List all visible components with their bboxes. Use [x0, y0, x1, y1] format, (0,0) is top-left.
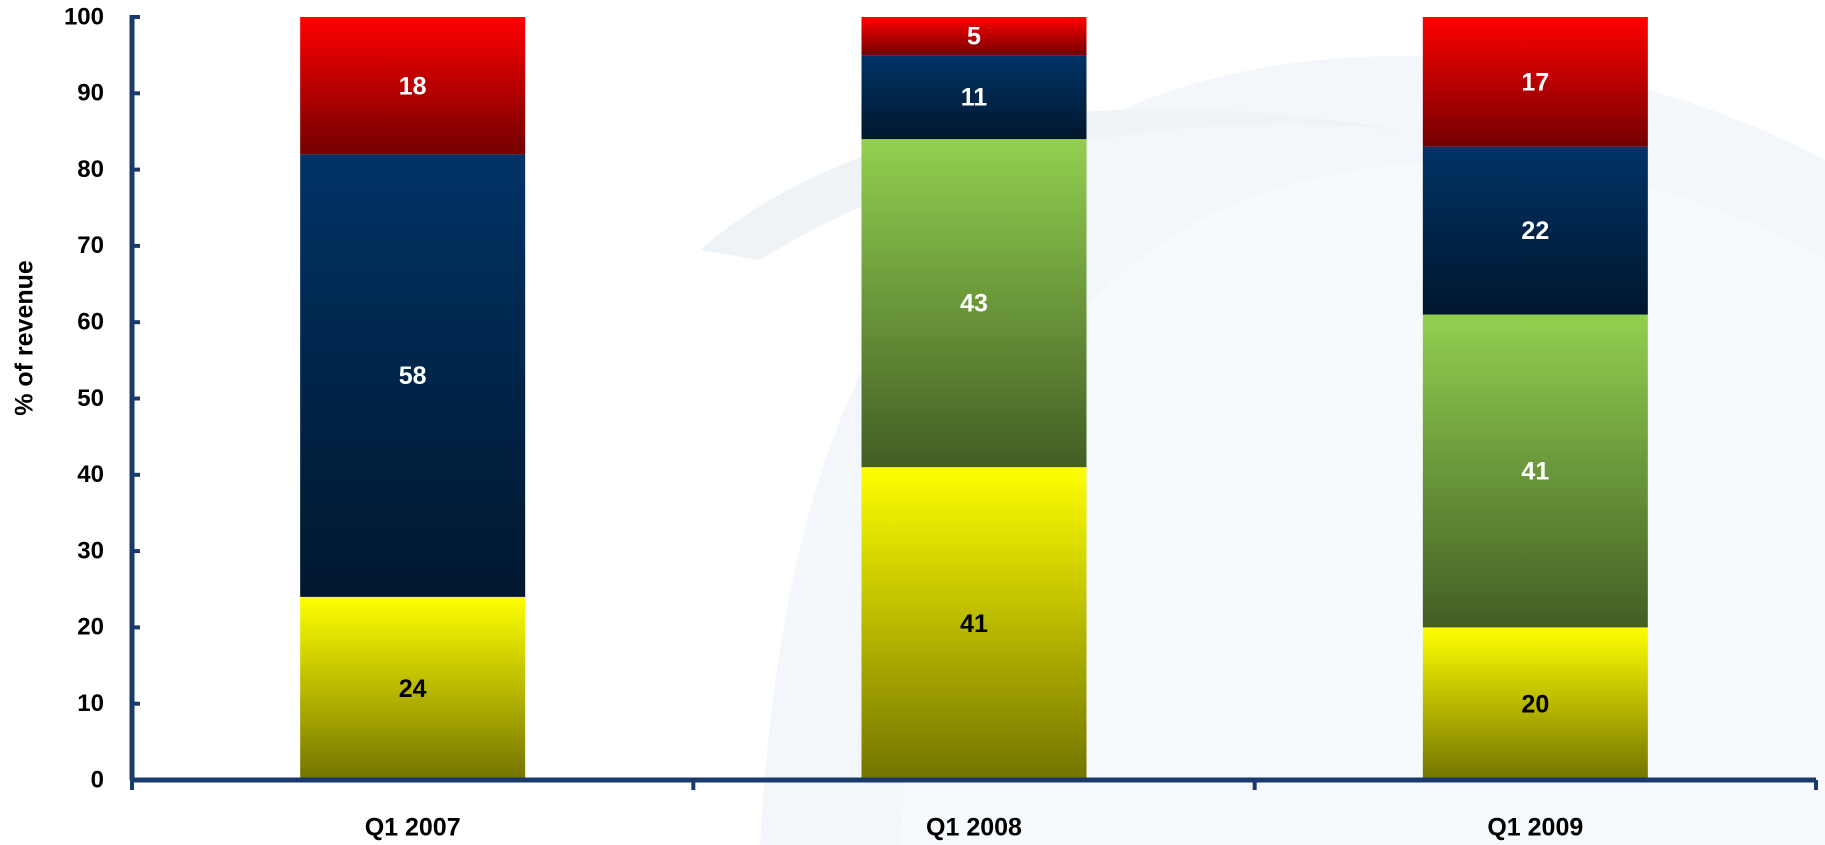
value-label: 41: [1521, 458, 1549, 486]
x-tick-label: Q1 2007: [365, 814, 461, 842]
bar-segment: [300, 17, 526, 155]
bar-segment: [861, 467, 1087, 780]
value-label: 11: [961, 84, 988, 112]
value-label: 5: [967, 23, 981, 51]
bar-segment: [300, 596, 526, 780]
y-tick-label: 90: [77, 80, 104, 107]
y-tick-label: 0: [91, 766, 104, 793]
x-tick-label: Q1 2008: [926, 814, 1022, 842]
value-label: 24: [399, 675, 427, 703]
y-tick-label: 70: [77, 232, 104, 259]
value-label: 41: [960, 610, 988, 638]
y-axis-title: % of revenue: [11, 260, 39, 416]
bar-segment: [861, 55, 1087, 140]
y-tick-label: 40: [77, 461, 104, 488]
value-label: 20: [1521, 690, 1549, 718]
y-tick-label: 100: [64, 3, 104, 30]
x-tick-label: Q1 2009: [1487, 814, 1583, 842]
y-tick-label: 60: [77, 309, 104, 336]
value-label: 18: [399, 72, 427, 100]
value-label: 17: [1521, 68, 1549, 96]
bar-segment: [861, 139, 1087, 468]
bar-segment: [1422, 146, 1648, 315]
bar-segment: [1422, 314, 1648, 628]
bar-segment: [1422, 17, 1648, 147]
value-label: 58: [399, 362, 427, 390]
bar-segment: [861, 17, 1087, 56]
y-tick-label: 10: [77, 690, 104, 717]
y-tick-label: 80: [77, 156, 104, 183]
value-label: 43: [960, 290, 988, 318]
value-label: 22: [1521, 217, 1549, 245]
y-tick-label: 50: [77, 385, 104, 412]
y-tick-label: 20: [77, 614, 104, 641]
bar-segment: [1422, 627, 1648, 780]
y-tick-label: 30: [77, 537, 104, 564]
bar-segment: [300, 154, 526, 597]
